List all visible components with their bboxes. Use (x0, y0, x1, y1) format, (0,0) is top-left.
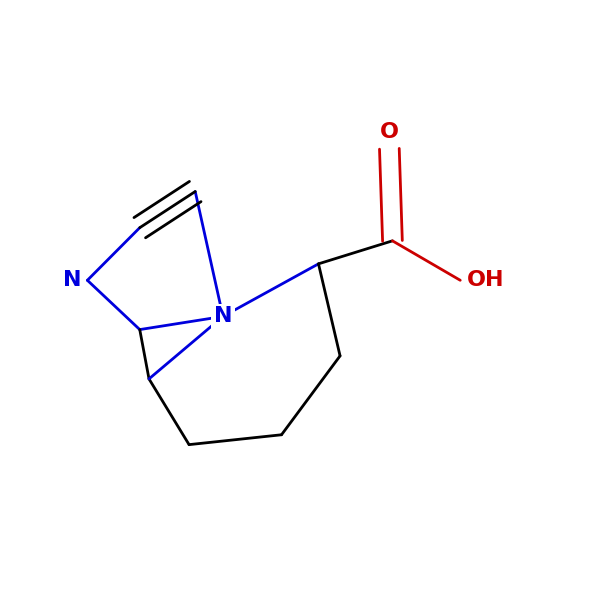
Text: N: N (214, 307, 232, 326)
Text: OH: OH (466, 270, 504, 290)
Text: N: N (63, 270, 81, 290)
Text: O: O (380, 122, 399, 142)
